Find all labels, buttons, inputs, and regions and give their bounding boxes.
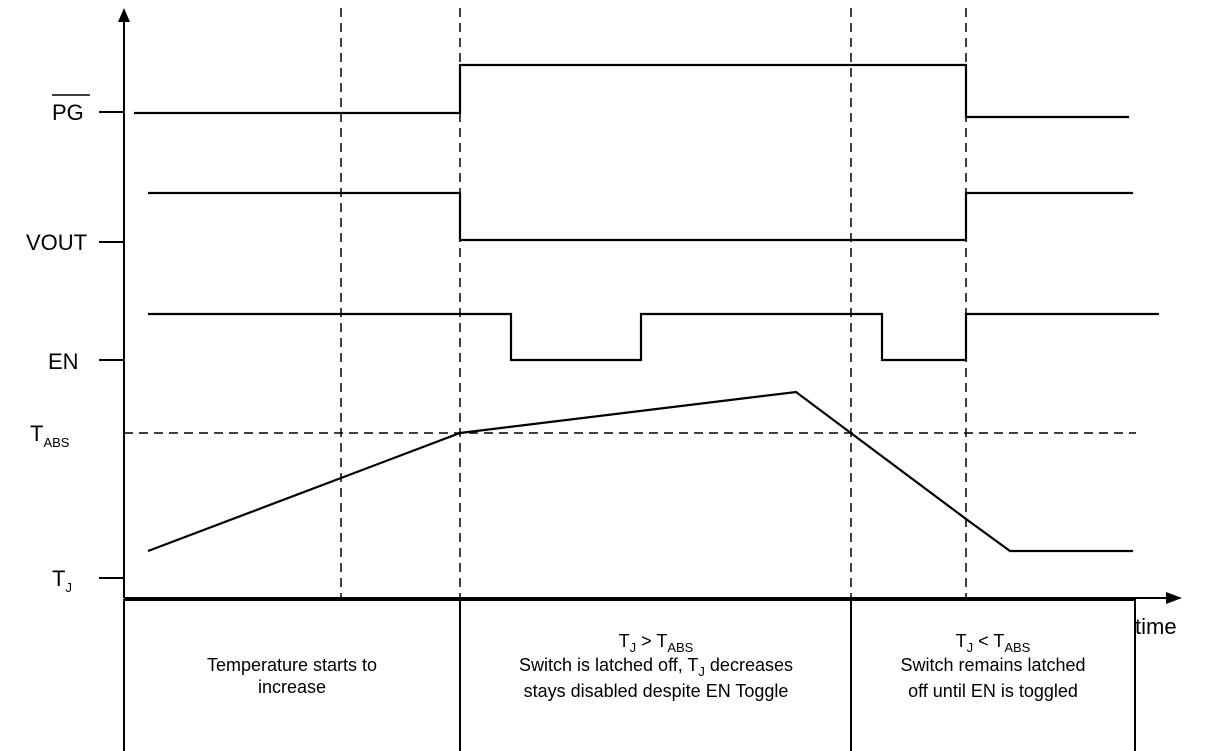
phase-1-line-1: Temperature starts to <box>207 655 377 675</box>
phase-table <box>123 599 1136 751</box>
cond-a: T <box>619 631 630 651</box>
cond-b: T <box>656 631 667 651</box>
cond-a-sub: J <box>630 640 637 655</box>
axes: time <box>118 8 1182 639</box>
x-axis-arrow-icon <box>1166 592 1182 604</box>
phase-3-condition: TJ < TABS <box>956 631 1031 655</box>
signal-labels: PG VOUT EN TABS TJ <box>26 94 90 595</box>
label-pg: PG <box>52 100 84 125</box>
label-tabs: TABS <box>30 421 70 450</box>
label-tabs-main: T <box>30 421 43 446</box>
y-axis-arrow-icon <box>118 8 130 22</box>
pg-waveform <box>134 63 1129 119</box>
cond-op: < <box>973 631 993 651</box>
cond-a: T <box>956 631 967 651</box>
line2-post: decreases <box>705 655 793 675</box>
y-ticks <box>99 111 124 579</box>
x-axis-label: time <box>1135 614 1177 639</box>
phase-table-border <box>123 599 1136 751</box>
cond-a-sub: J <box>967 640 974 655</box>
phase-2-line-3: stays disabled despite EN Toggle <box>524 681 789 701</box>
cond-b-sub: ABS <box>667 640 693 655</box>
phase-2-condition: TJ > TABS <box>619 631 694 655</box>
cond-op: > <box>636 631 656 651</box>
cond-b-sub: ABS <box>1004 640 1030 655</box>
time-markers <box>340 8 967 598</box>
cond-b: T <box>993 631 1004 651</box>
label-tabs-sub: ABS <box>43 435 69 450</box>
label-tj-main: T <box>52 566 65 591</box>
phase-2: TJ > TABS Switch is latched off, TJ decr… <box>519 631 793 701</box>
vout-waveform <box>148 191 1133 242</box>
phase-1: Temperature starts to increase <box>207 655 377 697</box>
en-waveform <box>148 312 1159 362</box>
phase-3: TJ < TABS Switch remains latched off unt… <box>900 631 1085 701</box>
phase-3-line-3: off until EN is toggled <box>908 681 1078 701</box>
label-tj-sub: J <box>65 580 72 595</box>
phase-3-line-2: Switch remains latched <box>900 655 1085 675</box>
phase-1-line-2: increase <box>258 677 326 697</box>
line2-pre: Switch is latched off, T <box>519 655 698 675</box>
phase-2-line-2: Switch is latched off, TJ decreases <box>519 655 793 679</box>
tj-waveform <box>147 390 1133 553</box>
line2-sub: J <box>698 664 705 679</box>
label-en: EN <box>48 349 79 374</box>
label-tj: TJ <box>52 566 72 595</box>
label-vout: VOUT <box>26 230 87 255</box>
